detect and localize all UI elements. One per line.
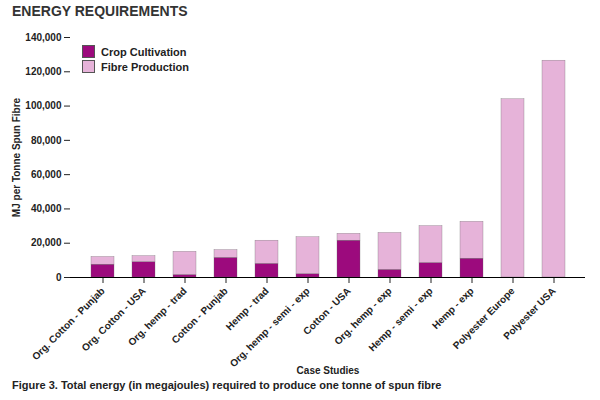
svg-text:Org. hemp - exp: Org. hemp - exp: [332, 285, 394, 347]
svg-text:40,000: 40,000: [31, 203, 62, 214]
svg-text:120,000: 120,000: [25, 66, 62, 77]
svg-text:Polyester Europe: Polyester Europe: [451, 285, 517, 351]
svg-text:MJ per Tonne Spun Fibre: MJ per Tonne Spun Fibre: [11, 97, 22, 217]
svg-text:20,000: 20,000: [31, 237, 62, 248]
svg-text:Org. hemp - semi - exp: Org. hemp - semi - exp: [228, 285, 312, 369]
svg-text:Polyester USA: Polyester USA: [501, 285, 558, 342]
svg-text:Hemp - trad: Hemp - trad: [223, 285, 271, 333]
svg-text:60,000: 60,000: [31, 169, 62, 180]
svg-text:Case Studies: Case Studies: [297, 365, 360, 376]
svg-text:80,000: 80,000: [31, 135, 62, 146]
svg-text:Cotton - USA: Cotton - USA: [300, 285, 353, 337]
svg-text:0: 0: [56, 272, 62, 283]
html-text:ENERGY REQUIREMENTS: ENERGY REQUIREMENTS: [12, 3, 188, 19]
html-text:Crop Cultivation: Crop Cultivation: [101, 45, 187, 58]
svg-text:Cotton - Punjab: Cotton - Punjab: [169, 285, 229, 345]
html-text:Figure 3. Total energy (in meg: Figure 3. Total energy (in megajoules) r…: [12, 379, 442, 391]
svg-text:Org. Cotton - USA: Org. Cotton - USA: [79, 285, 148, 354]
svg-text:Hemp - semi - exp: Hemp - semi - exp: [366, 285, 434, 353]
svg-text:100,000: 100,000: [25, 100, 62, 111]
svg-text:140,000: 140,000: [25, 32, 62, 43]
html-text:Fibre Production: Fibre Production: [101, 60, 189, 73]
svg-text:Hemp - exp: Hemp - exp: [429, 285, 476, 332]
svg-text:Org. hemp - trad: Org. hemp - trad: [125, 285, 189, 348]
svg-text:Org. Cotton - Punjab: Org. Cotton - Punjab: [30, 285, 107, 362]
